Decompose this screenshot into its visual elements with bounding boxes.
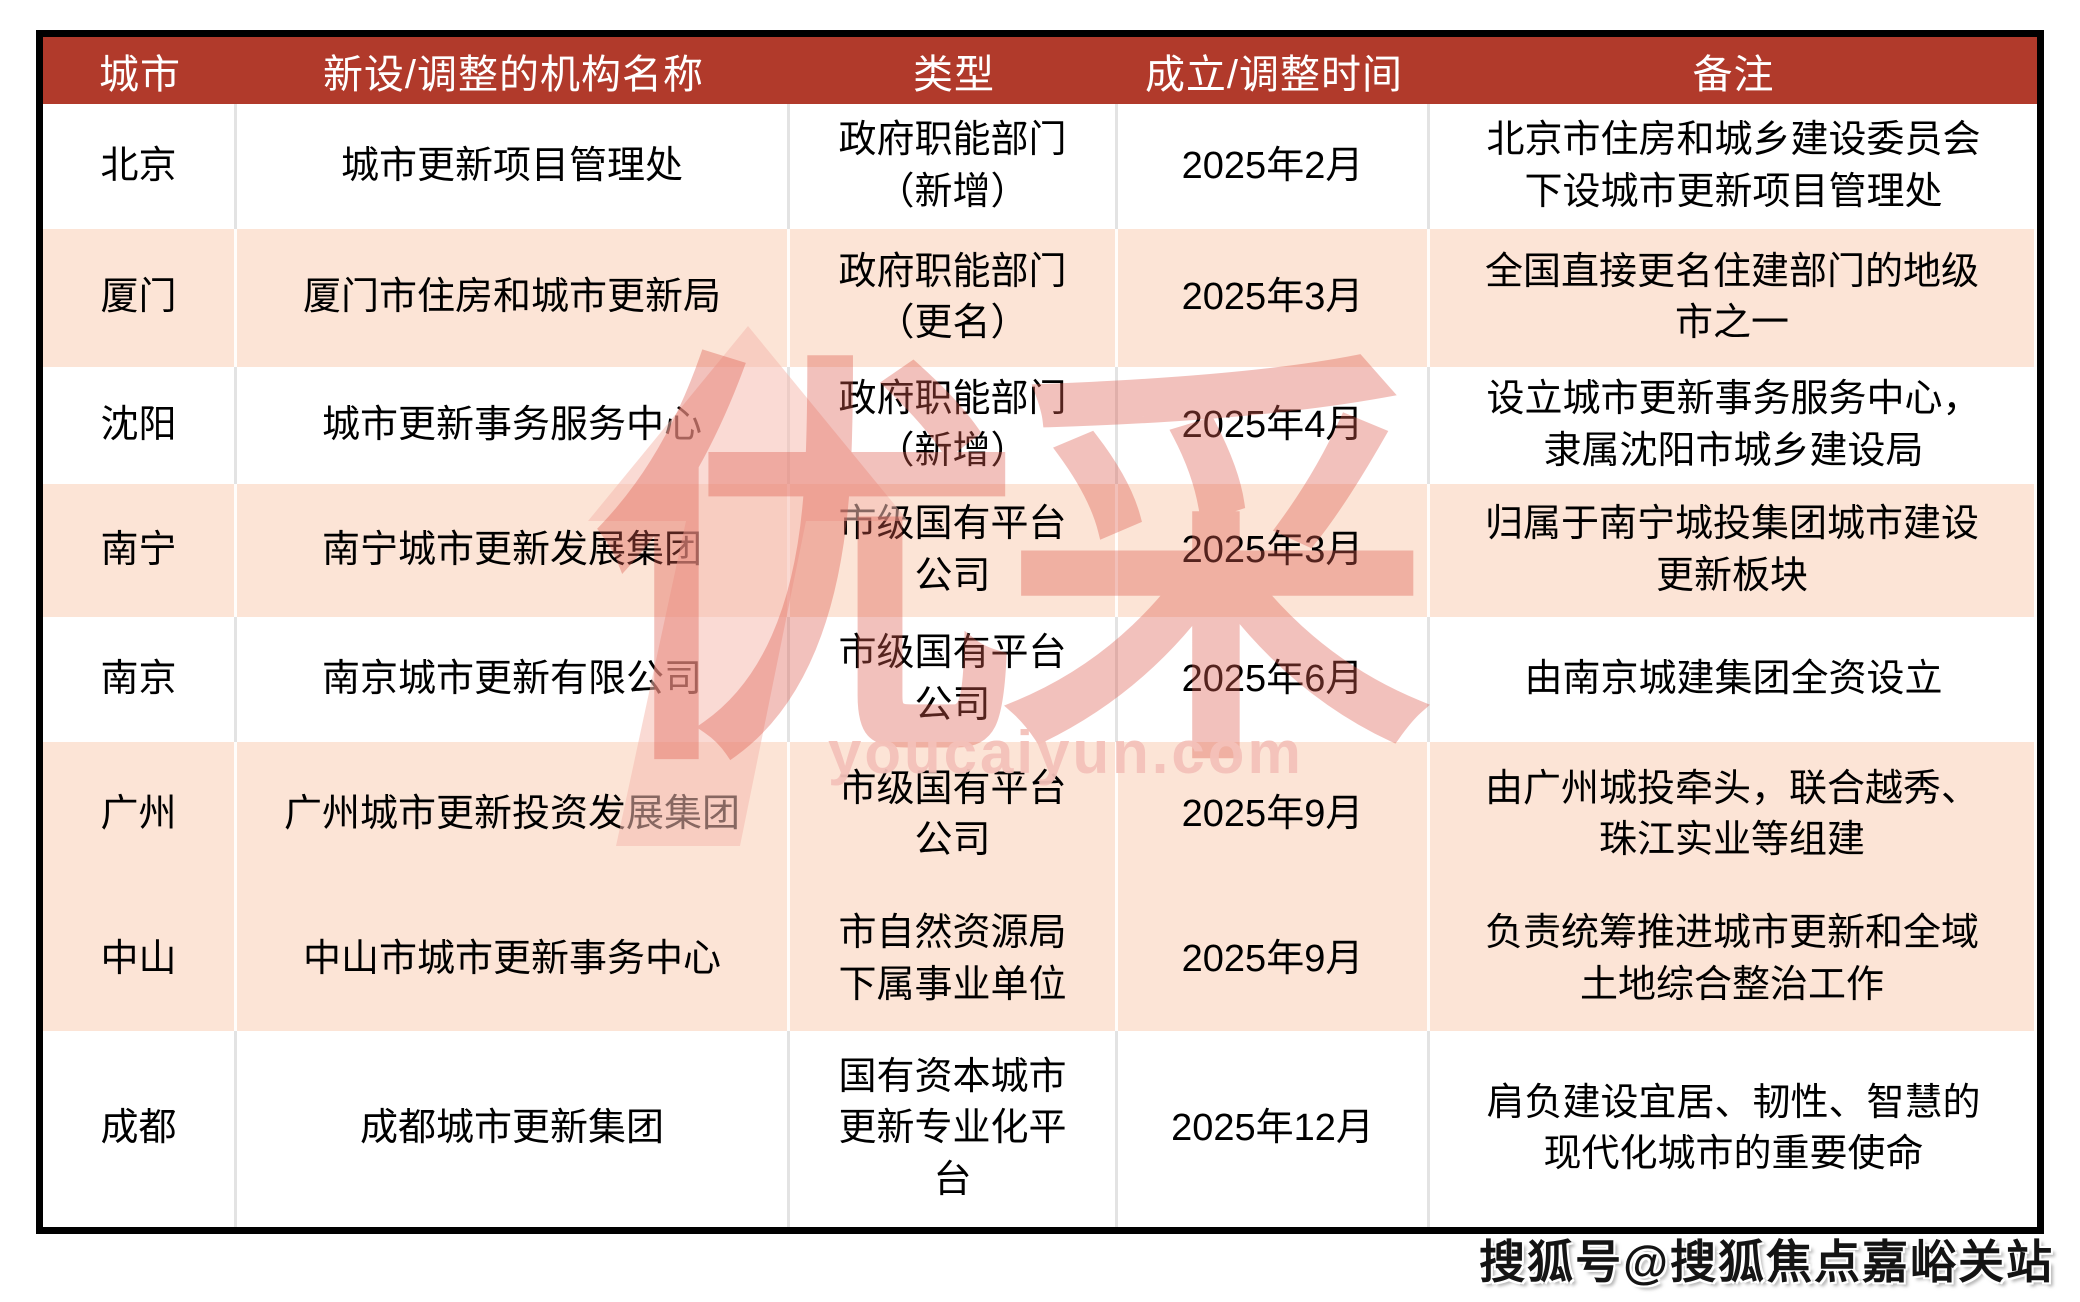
cell-city: 中山	[43, 888, 237, 1031]
table-row: 成都 成都城市更新集团 国有资本城市 更新专业化平 台 2025年12月 肩负建…	[43, 1031, 2037, 1227]
cell-date: 2025年12月	[1118, 1031, 1430, 1227]
cell-city: 南宁	[43, 484, 237, 617]
table-row: 中山 中山市城市更新事务中心 市自然资源局 下属事业单位 2025年9月 负责统…	[43, 888, 2037, 1031]
cell-city: 厦门	[43, 229, 237, 367]
table-body: 北京 城市更新项目管理处 政府职能部门 （新增） 2025年2月 北京市住房和城…	[43, 104, 2037, 1227]
cell-org-name: 城市更新项目管理处	[237, 104, 790, 229]
cell-date: 2025年4月	[1118, 367, 1430, 484]
header-type: 类型	[913, 52, 995, 97]
cell-note: 设立城市更新事务服务中心， 隶属沈阳市城乡建设局	[1486, 378, 1981, 472]
org-table: 城市 新设/调整的机构名称 类型 成立/调整时间 备注 北京 城市更新项目管理处…	[36, 30, 2044, 1234]
cell-note: 北京市住房和城乡建设委员会 下设城市更新项目管理处	[1486, 119, 1981, 213]
cell-type: 政府职能部门 （更名）	[790, 229, 1118, 367]
cell-org-name: 中山市城市更新事务中心	[237, 888, 790, 1031]
cell-org-name: 成都城市更新集团	[237, 1031, 790, 1227]
cell-city: 沈阳	[43, 367, 237, 484]
cell-date: 2025年3月	[1118, 484, 1430, 617]
cell-note: 负责统筹推进城市更新和全域 土地综合整治工作	[1430, 888, 2037, 1031]
header-org-name: 新设/调整的机构名称	[322, 52, 705, 97]
table-row: 北京 城市更新项目管理处 政府职能部门 （新增） 2025年2月 北京市住房和城…	[43, 104, 2037, 229]
cell-note: 归属于南宁城投集团城市建设 更新板块	[1430, 484, 2037, 617]
cell-type: 市级国有平台 公司	[790, 742, 1118, 888]
cell-city: 北京	[43, 104, 237, 229]
cell-org-name: 厦门市住房和城市更新局	[237, 229, 790, 367]
cell-note: 肩负建设宜居、韧性、智慧的 现代化城市的重要使命	[1486, 1081, 1981, 1175]
cell-org-name: 城市更新事务服务中心	[237, 367, 790, 484]
header-note: 备注	[1692, 52, 1775, 97]
cell-date: 2025年6月	[1118, 617, 1430, 742]
table-row: 南京 南京城市更新有限公司 市级国有平台 公司 2025年6月 由南京城建集团全…	[43, 617, 2037, 742]
table-header-row: 城市 新设/调整的机构名称 类型 成立/调整时间 备注	[43, 37, 2037, 104]
cell-note: 由广州城投牵头，联合越秀、 珠江实业等组建	[1430, 742, 2037, 888]
cell-date: 2025年2月	[1118, 104, 1430, 229]
cell-date: 2025年3月	[1118, 229, 1430, 367]
cell-note: 由南京城建集团全资设立	[1524, 657, 1943, 700]
header-date: 成立/调整时间	[1144, 52, 1404, 97]
table-row: 沈阳 城市更新事务服务中心 政府职能部门 （新增） 2025年4月 设立城市更新…	[43, 367, 2037, 484]
cell-date: 2025年9月	[1118, 888, 1430, 1031]
cell-type: 市自然资源局 下属事业单位	[790, 888, 1118, 1031]
table-row: 广州 广州城市更新投资发展集团 市级国有平台 公司 2025年9月 由广州城投牵…	[43, 742, 2037, 888]
cell-org-name: 南京城市更新有限公司	[237, 617, 790, 742]
cell-org-name: 南宁城市更新发展集团	[237, 484, 790, 617]
cell-date: 2025年9月	[1118, 742, 1430, 888]
cell-type: 国有资本城市 更新专业化平 台	[790, 1031, 1118, 1227]
header-city: 城市	[99, 52, 181, 97]
cell-note: 全国直接更名住建部门的地级 市之一	[1430, 229, 2037, 367]
table-row: 厦门 厦门市住房和城市更新局 政府职能部门 （更名） 2025年3月 全国直接更…	[43, 229, 2037, 367]
cell-type: 政府职能部门 （新增）	[790, 104, 1118, 229]
table-row: 南宁 南宁城市更新发展集团 市级国有平台 公司 2025年3月 归属于南宁城投集…	[43, 484, 2037, 617]
cell-city: 南京	[43, 617, 237, 742]
cell-org-name: 广州城市更新投资发展集团	[237, 742, 790, 888]
footer-credit: 搜狐号@搜狐焦点嘉峪关站	[1479, 1236, 2054, 1288]
cell-city: 广州	[43, 742, 237, 888]
cell-type: 市级国有平台 公司	[790, 617, 1118, 742]
cell-city: 成都	[43, 1031, 237, 1227]
cell-type: 市级国有平台 公司	[790, 484, 1118, 617]
cell-type: 政府职能部门 （新增）	[790, 367, 1118, 484]
